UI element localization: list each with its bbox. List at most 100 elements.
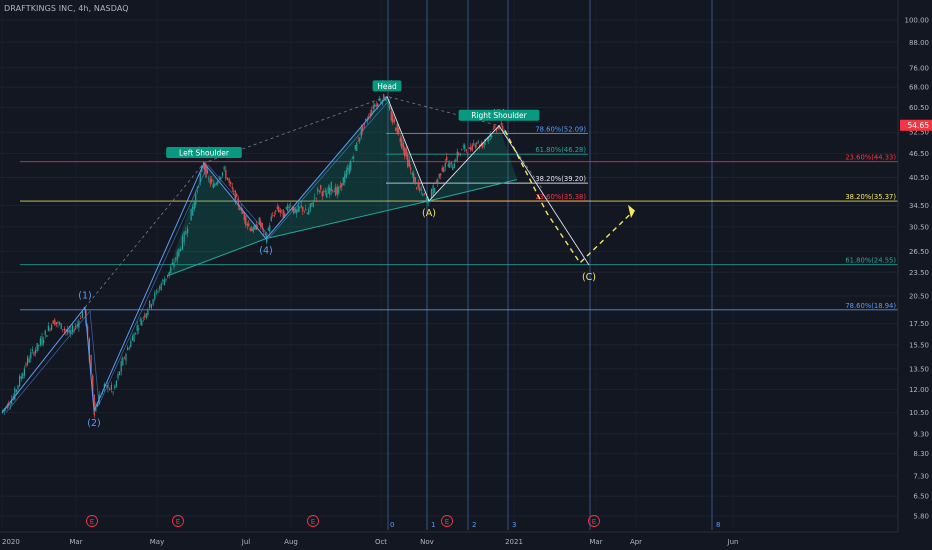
candle-body (406, 149, 407, 157)
candle-body (217, 181, 218, 184)
candle-body (383, 94, 384, 99)
candle-body (229, 179, 230, 183)
candle-body (419, 187, 420, 190)
pattern-tag-label: Left Shoulder (179, 149, 230, 158)
time-axis: 2020 Mar May Jul Aug Oct Nov 2021 Mar Apr Jun (0, 532, 898, 550)
candle-body (328, 187, 329, 193)
candle-body (32, 350, 33, 351)
candle-body (146, 313, 147, 318)
candle-body (57, 322, 58, 323)
candle-body (398, 128, 399, 133)
time-cycle-label: 1 (431, 521, 435, 529)
candle-body (274, 215, 275, 216)
candle-body (130, 341, 131, 347)
candle-body (157, 292, 158, 293)
wave-label: (4) (259, 246, 272, 257)
candle-body (437, 179, 438, 184)
y-tick-label: 12.00 (909, 386, 929, 394)
candle-body (470, 147, 471, 150)
candle-body (185, 231, 186, 235)
candle-body (298, 206, 299, 212)
candle-body (302, 207, 303, 211)
candle-body (151, 304, 152, 308)
candle-body (343, 177, 344, 185)
candle-body (194, 201, 195, 209)
candle-body (299, 207, 300, 208)
last-price-label: 54.65 (908, 121, 930, 130)
candle-body (289, 207, 290, 208)
candle-body (214, 184, 215, 186)
candle-body (159, 287, 160, 288)
fib-label: 61.80%(24.55) (845, 257, 896, 265)
earnings-marker-label: E (90, 518, 94, 526)
candle-body (175, 259, 176, 260)
candle-body (410, 167, 411, 170)
x-tick-label: Jun (727, 538, 739, 546)
candle-body (245, 216, 246, 225)
candle-body (46, 335, 47, 336)
candle-body (127, 348, 128, 350)
candle-body (493, 129, 494, 130)
candle-body (195, 194, 196, 205)
candle-body (161, 284, 162, 290)
candle-body (286, 207, 287, 209)
candle-body (124, 358, 125, 359)
candle-body (466, 149, 467, 151)
candle-body (317, 189, 318, 192)
y-tick-label: 68.00 (909, 84, 929, 92)
candle-body (247, 224, 248, 226)
candle-body (69, 330, 70, 333)
candle-body (129, 348, 130, 349)
candle-body (180, 249, 181, 251)
candle-body (191, 209, 192, 221)
candle-body (391, 111, 392, 120)
candle-body (296, 210, 297, 214)
candle-body (472, 145, 473, 150)
candle-body (19, 376, 20, 386)
candle-body (230, 182, 231, 184)
candle-body (156, 291, 157, 292)
candle-body (116, 381, 117, 387)
y-tick-label: 15.50 (909, 341, 929, 349)
time-cycle-label: 3 (512, 521, 516, 529)
time-axis-bg (0, 532, 898, 550)
candle-body (51, 325, 52, 330)
y-tick-label: 100.00 (905, 17, 930, 25)
candle-body (335, 186, 336, 195)
candle-body (404, 148, 405, 156)
candle-body (72, 326, 73, 332)
x-tick-label: Apr (630, 538, 642, 546)
candle-body (64, 329, 65, 331)
candle-body (210, 179, 211, 184)
candle-body (170, 267, 171, 273)
candle-body (269, 225, 270, 231)
candle-body (311, 203, 312, 204)
candle-body (412, 173, 413, 175)
candle-body (265, 233, 266, 235)
candle-body (250, 228, 251, 231)
x-tick-label: 2020 (2, 538, 20, 546)
candle-body (162, 280, 163, 282)
candle-body (344, 174, 345, 182)
y-tick-label: 76.00 (909, 64, 929, 72)
candle-body (494, 126, 495, 127)
candle-body (401, 138, 402, 148)
candle-body (167, 275, 168, 276)
fib-label: 38.20%(35.37) (845, 193, 896, 201)
candle-body (147, 310, 148, 315)
candle-body (392, 114, 393, 123)
earnings-marker-label: E (176, 518, 180, 526)
y-tick-label: 7.30 (913, 472, 929, 480)
price-axis: 100.00 88.00 76.00 68.00 60.50 52.50 46.50 40.5… (898, 0, 932, 550)
candle-body (341, 183, 342, 187)
candle-body (38, 345, 39, 346)
pattern-tag-label: Head (377, 82, 397, 91)
candle-body (49, 329, 50, 330)
candle-body (356, 143, 357, 151)
candle-body (454, 164, 455, 169)
candle-body (347, 168, 348, 171)
candle-body (172, 263, 173, 265)
candle-body (433, 185, 434, 195)
